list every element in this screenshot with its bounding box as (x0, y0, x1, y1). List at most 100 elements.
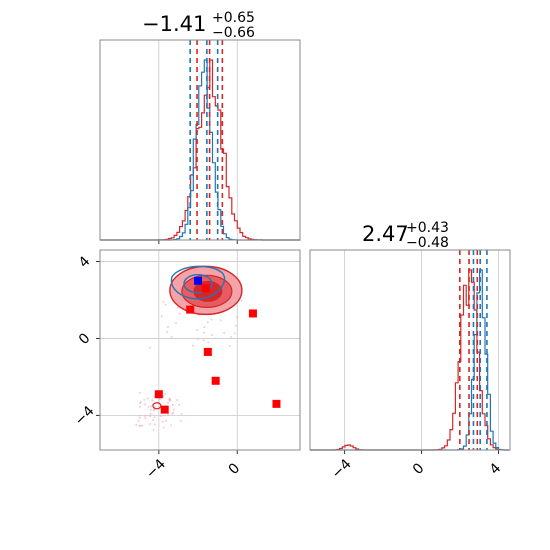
marginal-1-hist-blue (100, 59, 301, 241)
joint-sample-point (178, 403, 181, 406)
joint-sample-point (160, 315, 163, 318)
joint-sample-point (160, 415, 163, 418)
joint-sample-point (153, 416, 156, 419)
joint-sample-point (138, 405, 141, 408)
joint-sample-point (166, 401, 169, 404)
joint-sample-point (138, 416, 141, 419)
joint-red-marker-7 (201, 284, 210, 293)
marginal-2-xtick-label-2: 4 (487, 460, 505, 478)
marginal-1-panel (99, 39, 301, 244)
joint-sample-point (149, 408, 152, 411)
joint-red-marker-5 (160, 405, 169, 414)
joint-sample-point (144, 417, 147, 420)
joint-sample-point (202, 339, 205, 342)
joint-sample-point (174, 322, 177, 325)
marginal-1-title-lower: −0.66 (212, 25, 255, 41)
marginal-2-xtick-label-0: −4 (329, 456, 355, 482)
joint-sample-point (149, 405, 152, 408)
joint-sample-point (158, 398, 161, 401)
joint-sample-point (162, 300, 165, 303)
joint-red-marker-1 (248, 309, 257, 318)
joint-sample-point (149, 422, 152, 425)
joint-sample-point (197, 337, 200, 340)
joint-ytick-label-2: 4 (76, 253, 94, 271)
joint-sample-point (179, 420, 182, 423)
joint-sample-point (169, 399, 172, 402)
joint-sample-point (170, 424, 173, 427)
joint-sample-point (147, 405, 150, 408)
marginal-2-hist-red (310, 269, 510, 451)
marginal-1-title-upper: +0.65 (212, 10, 255, 26)
joint-sample-point (149, 415, 152, 418)
joint-sample-point (137, 419, 140, 422)
joint-sample-point (196, 329, 199, 332)
joint-sample-point (143, 403, 146, 406)
joint-contour-blue-outer (170, 265, 226, 300)
joint-sample-point (180, 412, 183, 415)
joint-sample-point (211, 334, 214, 337)
joint-sample-point (210, 318, 213, 321)
joint-sample-point (176, 399, 179, 402)
joint-sample-point (171, 404, 174, 407)
joint-red-marker-6 (272, 399, 281, 408)
marginal-2-title-upper: +0.43 (406, 220, 449, 236)
joint-sample-point (168, 397, 171, 400)
joint-contour-blue-inner (183, 273, 213, 294)
joint-sample-point (139, 424, 142, 427)
joint-sample-point (192, 344, 195, 347)
joint-sample-point (203, 331, 206, 334)
joint-red-marker-4 (154, 390, 163, 399)
marginal-1-frame (99, 39, 301, 241)
joint-sample-point (233, 332, 236, 335)
joint-ytick-label-1: 0 (76, 330, 94, 348)
joint-ytick-label-0: −4 (72, 403, 98, 429)
joint-sample-point (228, 345, 231, 348)
joint-frame (99, 249, 301, 451)
joint-sample-point (152, 428, 155, 431)
joint-sample-point (165, 331, 168, 334)
joint-panel: −4 0 −4 0 4 (72, 249, 301, 482)
joint-sample-point (219, 319, 222, 322)
joint-sample-point (161, 420, 164, 423)
marginal-1-hist-red (100, 59, 301, 241)
joint-sample-point (162, 426, 165, 429)
joint-sample-point (178, 312, 181, 315)
joint-sample-point (153, 405, 156, 408)
joint-sample-point (207, 341, 210, 344)
marginal-2-title-value: 2.47 (362, 222, 409, 246)
marginal-2-panel: −4 0 4 (309, 249, 511, 482)
marginal-2-title-lower: −0.48 (406, 235, 449, 251)
joint-sample-point (240, 299, 243, 302)
joint-sample-point (151, 399, 154, 402)
joint-sample-point (167, 413, 170, 416)
joint-sample-point (143, 398, 146, 401)
joint-sample-point (203, 326, 206, 329)
joint-sample-point (234, 324, 237, 327)
joint-sample-point (170, 336, 173, 339)
marginal-1-title-value: −1.41 (142, 12, 206, 36)
joint-red-marker-3 (211, 376, 220, 385)
joint-sample-point (206, 321, 209, 324)
joint-sample-point (166, 326, 169, 329)
joint-red-marker-0 (186, 305, 195, 314)
marginal-2-xtick-label-1: 0 (410, 460, 428, 478)
joint-sample-point (165, 419, 168, 422)
joint-sample-point (235, 316, 238, 319)
marginal-1-title: −1.41 +0.65 −0.66 (142, 10, 255, 41)
joint-sample-point (139, 402, 142, 405)
marginal-2-title: 2.47 +0.43 −0.48 (362, 220, 449, 251)
joint-sample-point (149, 412, 152, 415)
joint-sample-point (153, 423, 156, 426)
joint-sample-point (172, 408, 175, 411)
joint-sample-point (146, 397, 149, 400)
joint-sample-point (172, 411, 175, 414)
joint-blue-marker-0 (194, 276, 203, 285)
joint-red-marker-2 (203, 347, 212, 356)
joint-sample-point (152, 419, 155, 422)
joint-sample-point (143, 415, 146, 418)
joint-sample-point (223, 331, 226, 334)
joint-sample-point (176, 306, 179, 309)
joint-xtick-label-1: 0 (226, 460, 244, 478)
joint-sample-point (229, 336, 232, 339)
joint-xtick-label-0: −4 (143, 456, 169, 482)
